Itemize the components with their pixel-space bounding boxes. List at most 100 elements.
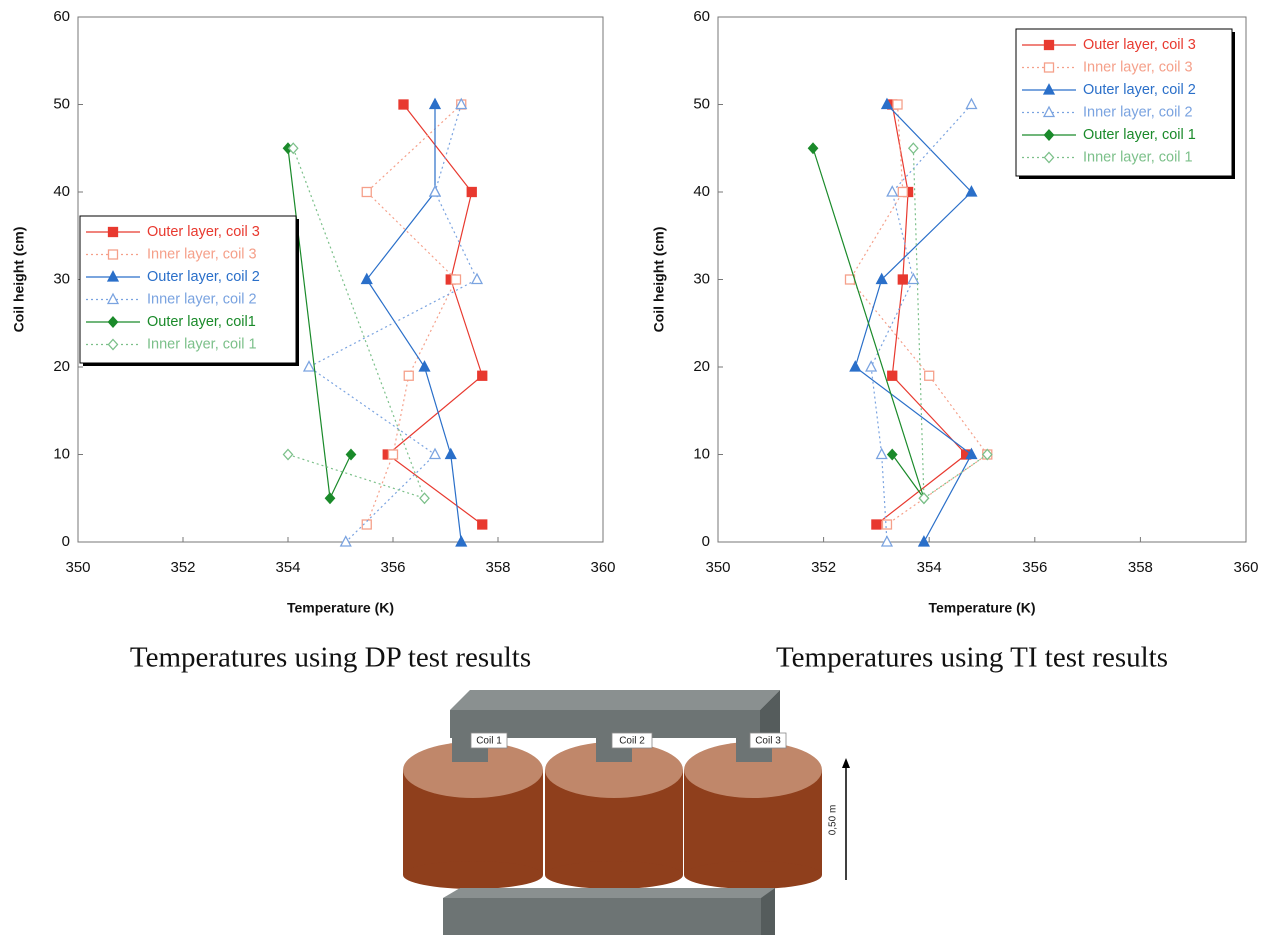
marker: [965, 447, 978, 460]
marker: [450, 274, 462, 285]
x-axis-label: Temperature (K): [928, 600, 1035, 616]
coil-label: Coil 1: [476, 736, 502, 747]
y-tick-label: 40: [693, 183, 710, 200]
marker: [881, 519, 893, 530]
x-tick-label: 350: [65, 559, 90, 576]
marker: [1043, 39, 1055, 51]
y-tick-label: 10: [693, 445, 710, 462]
marker: [981, 448, 993, 461]
coil-label: Coil 3: [755, 736, 781, 747]
legend-label: Inner layer, coil 3: [147, 246, 257, 262]
marker: [807, 142, 819, 155]
marker: [107, 249, 119, 260]
marker: [387, 449, 399, 460]
legend-label: Outer layer, coil 3: [147, 224, 260, 240]
marker: [444, 447, 457, 460]
marker: [918, 492, 930, 505]
y-tick-label: 60: [693, 8, 710, 25]
marker: [428, 185, 442, 197]
y-tick-label: 0: [702, 533, 710, 550]
marker: [875, 447, 888, 460]
marker: [880, 97, 894, 110]
marker: [1042, 105, 1056, 118]
legend-box: [1015, 28, 1233, 177]
y-tick-label: 30: [693, 270, 710, 287]
marker: [418, 360, 431, 372]
marker: [897, 186, 908, 198]
y-tick-label: 30: [53, 270, 70, 287]
marker: [924, 370, 935, 381]
legend-label: Outer layer, coil 2: [147, 269, 260, 285]
legend-label: Inner layer, coil 2: [1083, 104, 1193, 120]
legend-box: [79, 215, 297, 364]
marker: [428, 447, 442, 460]
legend-label: Inner layer, coil 1: [147, 336, 257, 352]
marker: [892, 99, 903, 110]
dimension-label: 0,50 m: [828, 805, 839, 836]
marker: [965, 97, 978, 110]
legend-label: Outer layer, coil 1: [1083, 127, 1196, 143]
x-axis-label: Temperature (K): [287, 600, 394, 616]
coil-label: Coil 2: [619, 736, 645, 747]
legend-label: Inner layer, coil 1: [1083, 149, 1193, 165]
marker: [477, 519, 488, 530]
y-tick-label: 50: [693, 95, 710, 112]
marker: [1043, 129, 1055, 141]
marker: [477, 370, 488, 381]
legend-label: Outer layer, coil1: [147, 314, 256, 330]
marker: [107, 226, 119, 238]
x-tick-label: 358: [1128, 559, 1153, 576]
x-tick-label: 354: [917, 559, 942, 576]
marker: [466, 186, 477, 198]
legend-label: Inner layer, coil 3: [1083, 59, 1193, 75]
x-tick-label: 356: [380, 559, 405, 576]
marker: [302, 360, 316, 372]
marker: [849, 360, 862, 372]
marker: [106, 270, 120, 282]
series-line: [876, 104, 968, 525]
x-tick-label: 358: [485, 559, 510, 576]
marker: [360, 272, 373, 285]
x-tick-label: 356: [1022, 559, 1047, 576]
marker: [886, 185, 899, 197]
series-line: [366, 104, 462, 543]
marker: [107, 316, 119, 328]
marker: [339, 535, 352, 547]
series-line: [854, 104, 973, 543]
y-tick-label: 20: [53, 358, 70, 375]
marker: [907, 272, 920, 285]
marker: [897, 274, 908, 285]
y-tick-label: 40: [53, 183, 70, 200]
y-axis-label: Coil height (cm): [651, 227, 667, 333]
marker: [907, 142, 919, 155]
x-tick-label: 360: [590, 559, 615, 576]
marker: [398, 99, 409, 110]
marker: [403, 370, 414, 381]
marker: [455, 97, 468, 110]
x-tick-label: 352: [170, 559, 195, 576]
x-tick-label: 350: [705, 559, 730, 576]
marker: [106, 292, 120, 305]
x-tick-label: 354: [275, 559, 300, 576]
series-line: [386, 104, 483, 525]
marker: [107, 338, 119, 351]
y-tick-label: 50: [53, 95, 70, 112]
marker: [282, 448, 294, 461]
marker: [428, 97, 442, 110]
series-line: [307, 104, 478, 543]
marker: [361, 519, 372, 530]
marker: [1043, 62, 1055, 73]
y-tick-label: 0: [62, 533, 70, 550]
marker: [324, 492, 336, 505]
marker: [875, 272, 888, 285]
series-line: [365, 104, 462, 525]
marker: [1042, 83, 1056, 95]
y-tick-label: 60: [53, 8, 70, 25]
marker: [419, 492, 430, 505]
marker: [865, 360, 878, 372]
marker: [965, 185, 978, 197]
marker: [287, 142, 299, 155]
marker: [455, 535, 468, 547]
marker: [917, 535, 930, 547]
